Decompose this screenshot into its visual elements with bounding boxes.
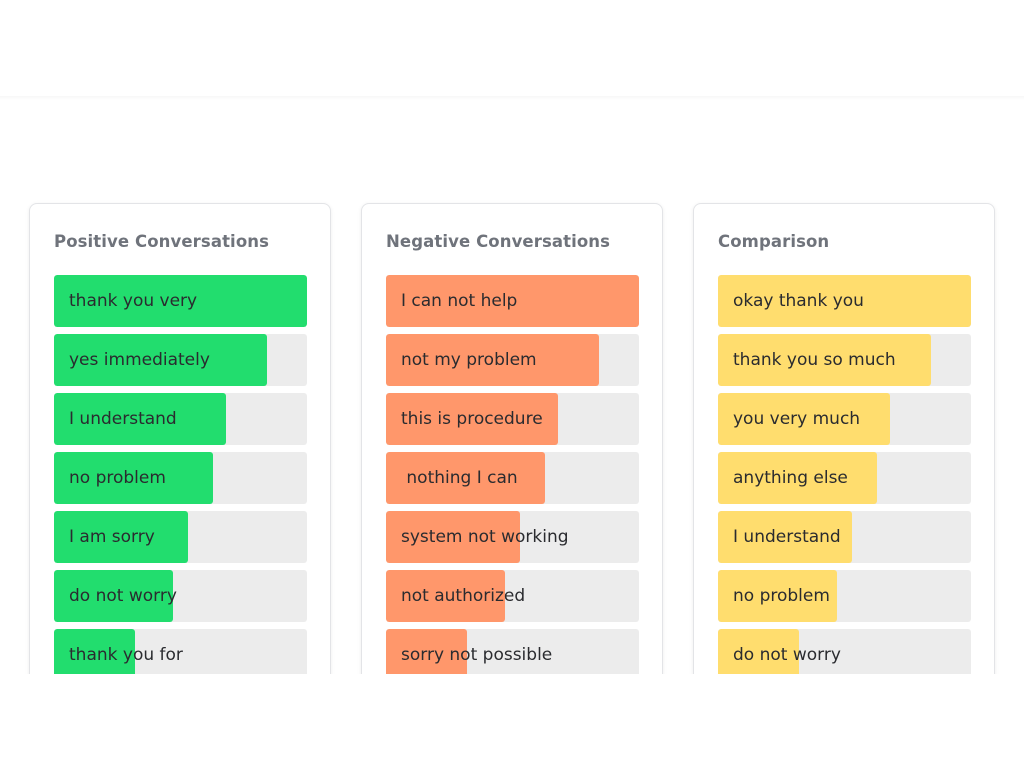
bar-label: I understand: [69, 409, 177, 429]
bar-fill: [718, 452, 878, 504]
phrase-bar: thank you for: [54, 629, 307, 674]
bar-fill: [718, 393, 891, 445]
phrase-bar: I am sorry: [54, 511, 307, 563]
card-title: Negative Conversations: [386, 232, 611, 251]
bar-label: thank you for: [69, 645, 183, 665]
phrase-bar-list: thank you very yes immediately I underst…: [54, 275, 307, 674]
bar-fill: [718, 629, 799, 674]
phrase-bar: not my problem: [386, 334, 639, 386]
bar-fill: [54, 511, 189, 563]
phrase-bar: this is procedure: [386, 393, 639, 445]
bar-fill: [718, 334, 931, 386]
bar-label: do not worry: [733, 645, 841, 665]
bar-label: not authorized: [401, 586, 526, 606]
bar-fill: [54, 452, 214, 504]
bar-label: you very much: [733, 409, 861, 429]
phrase-bar: not authorized: [386, 570, 639, 622]
phrase-bar: thank you so much: [718, 334, 971, 386]
bar-fill: [718, 511, 853, 563]
bar-label: nothing I can: [401, 468, 518, 488]
phrase-bar: no problem: [54, 452, 307, 504]
bar-fill: [386, 334, 599, 386]
bar-fill: [54, 334, 267, 386]
bar-label: not my problem: [401, 350, 537, 370]
bar-label: I can not help: [401, 291, 518, 311]
bar-fill: [386, 570, 505, 622]
bar-fill: [54, 629, 135, 674]
phrase-bar: you very much: [718, 393, 971, 445]
bar-fill: [718, 570, 837, 622]
card-title: Comparison: [718, 232, 830, 251]
bottom-band: [0, 674, 1024, 768]
bar-label: this is procedure: [401, 409, 543, 429]
bar-fill: [386, 393, 559, 445]
phrase-bar-list: I can not help not my problem this is pr…: [386, 275, 639, 674]
bar-label: thank you very: [69, 291, 198, 311]
phrase-bar: I understand: [718, 511, 971, 563]
phrase-bar: I understand: [54, 393, 307, 445]
bar-label: thank you so much: [733, 350, 896, 370]
bar-label: system not working: [401, 527, 569, 547]
phrase-bar: anything else: [718, 452, 971, 504]
negative-conversations-card: Negative Conversations I can not help no…: [361, 203, 663, 674]
comparison-card: Comparison okay thank you thank you so m…: [693, 203, 995, 674]
cards-viewport: Positive Conversations thank you very ye…: [29, 203, 995, 674]
bar-label: I am sorry: [69, 527, 155, 547]
bar-fill: [54, 570, 173, 622]
bar-fill: [386, 511, 521, 563]
bar-label: I understand: [733, 527, 841, 547]
bar-label: okay thank you: [733, 291, 864, 311]
bar-fill: [386, 629, 467, 674]
phrase-bar: sorry not possible: [386, 629, 639, 674]
phrase-bar: thank you very: [54, 275, 307, 327]
bar-fill: [386, 452, 546, 504]
bar-label: no problem: [69, 468, 166, 488]
bar-label: sorry not possible: [401, 645, 553, 665]
phrase-bar: nothing I can: [386, 452, 639, 504]
phrase-bar: system not working: [386, 511, 639, 563]
bar-label: yes immediately: [69, 350, 210, 370]
bar-label: no problem: [733, 586, 830, 606]
top-divider: [0, 96, 1024, 100]
phrase-bar: do not worry: [54, 570, 307, 622]
bar-fill: [54, 393, 227, 445]
positive-conversations-card: Positive Conversations thank you very ye…: [29, 203, 331, 674]
card-title: Positive Conversations: [54, 232, 270, 251]
phrase-bar: do not worry: [718, 629, 971, 674]
phrase-bar-list: okay thank you thank you so much you ver…: [718, 275, 971, 674]
bar-label: anything else: [733, 468, 848, 488]
phrase-bar: yes immediately: [54, 334, 307, 386]
bar-fill: [718, 275, 971, 327]
phrase-bar: no problem: [718, 570, 971, 622]
bar-fill: [54, 275, 307, 327]
bar-fill: [386, 275, 639, 327]
phrase-bar: okay thank you: [718, 275, 971, 327]
phrase-bar: I can not help: [386, 275, 639, 327]
bar-label: do not worry: [69, 586, 177, 606]
